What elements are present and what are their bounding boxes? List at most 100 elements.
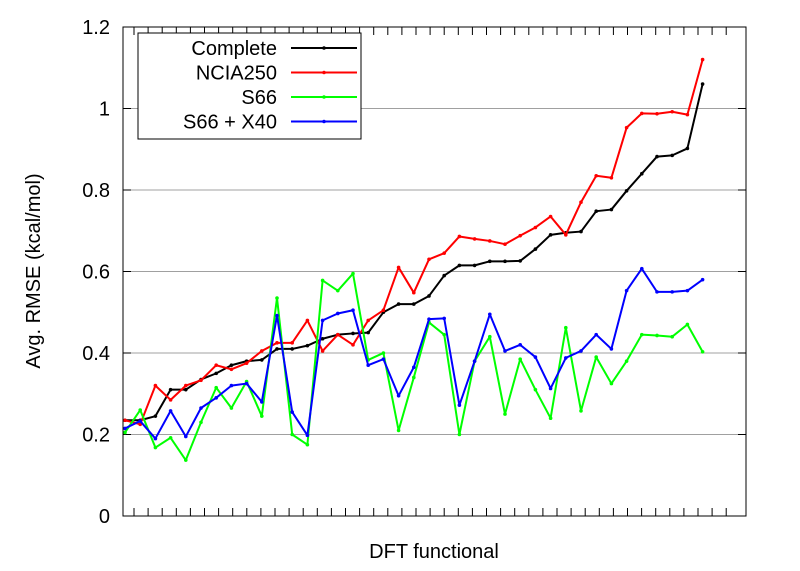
data-point	[670, 153, 674, 158]
data-point	[624, 125, 629, 130]
data-point	[396, 428, 401, 433]
data-point	[138, 408, 142, 412]
data-point	[503, 349, 507, 353]
data-point	[381, 308, 386, 313]
data-point	[655, 154, 659, 159]
data-point	[533, 387, 538, 392]
data-point	[579, 409, 583, 413]
y-axis-title: Avg. RMSE (kcal/mol)	[23, 173, 45, 368]
legend-marker	[322, 119, 326, 124]
y-tick-label: 1	[99, 99, 110, 121]
data-point	[548, 386, 553, 391]
data-point	[320, 318, 325, 323]
legend-marker	[322, 70, 326, 75]
data-point	[548, 214, 553, 219]
data-point	[320, 336, 325, 341]
data-point	[290, 410, 295, 414]
data-point	[275, 296, 279, 300]
data-point	[685, 322, 690, 327]
legend-label: NCIA250	[196, 63, 277, 85]
data-point	[503, 259, 507, 264]
data-point	[472, 263, 477, 268]
data-point	[594, 332, 598, 337]
data-point	[351, 308, 355, 313]
y-tick-label: 0	[99, 506, 110, 528]
data-point	[655, 333, 659, 338]
y-tick-label: 0.2	[82, 425, 110, 447]
data-point	[290, 432, 295, 437]
data-point	[366, 318, 371, 323]
data-point	[412, 365, 416, 370]
data-point	[412, 302, 416, 306]
data-point	[700, 349, 705, 354]
data-point	[229, 363, 234, 368]
data-point	[214, 371, 218, 376]
data-point	[351, 343, 355, 347]
data-point	[472, 359, 477, 363]
series-layer	[123, 57, 705, 462]
data-point	[670, 290, 674, 294]
data-point	[351, 331, 355, 336]
data-point	[488, 334, 492, 339]
data-point	[396, 302, 401, 306]
data-point	[640, 171, 644, 176]
data-point	[396, 265, 401, 270]
data-point	[168, 387, 173, 392]
data-point	[199, 406, 203, 410]
data-point	[427, 317, 431, 321]
data-point	[275, 313, 279, 318]
data-point	[229, 383, 234, 388]
data-point	[655, 290, 659, 294]
data-point	[336, 311, 340, 316]
data-point	[184, 458, 188, 462]
data-point	[381, 357, 386, 361]
data-point	[457, 403, 462, 407]
data-point	[640, 111, 644, 116]
y-tick-label: 0.4	[82, 343, 110, 365]
data-point	[260, 414, 264, 418]
data-point	[533, 355, 538, 359]
data-point	[533, 225, 538, 230]
y-tick-label: 0.8	[82, 180, 110, 202]
data-point	[579, 349, 583, 353]
data-point	[594, 355, 598, 359]
data-point	[320, 349, 325, 353]
data-point	[184, 387, 188, 392]
data-point	[427, 294, 431, 298]
data-point	[229, 406, 234, 410]
data-point	[244, 381, 249, 386]
data-point	[670, 109, 674, 114]
data-point	[564, 233, 568, 237]
data-point	[260, 400, 264, 404]
data-point	[609, 347, 614, 351]
data-point	[153, 436, 158, 441]
data-point	[320, 278, 325, 283]
data-point	[168, 409, 173, 413]
data-point	[518, 343, 522, 347]
plot-frame	[122, 26, 747, 517]
data-point	[609, 381, 614, 386]
data-point	[138, 419, 142, 423]
data-point	[594, 209, 598, 213]
data-point	[351, 271, 355, 276]
data-point	[214, 396, 218, 400]
data-point	[670, 334, 674, 339]
data-point	[290, 341, 295, 345]
data-point	[472, 237, 477, 241]
data-point	[260, 358, 264, 362]
data-point	[305, 433, 310, 438]
legend-label: S66	[241, 87, 277, 109]
data-point	[564, 325, 568, 330]
data-point	[685, 288, 690, 293]
data-point	[579, 200, 583, 205]
data-point	[442, 316, 447, 321]
data-point	[518, 357, 522, 361]
data-point	[184, 434, 188, 439]
data-point	[229, 367, 234, 372]
data-point	[199, 420, 203, 425]
legend-marker	[322, 46, 326, 50]
legend-label: Complete	[191, 38, 277, 60]
data-point	[336, 332, 340, 337]
